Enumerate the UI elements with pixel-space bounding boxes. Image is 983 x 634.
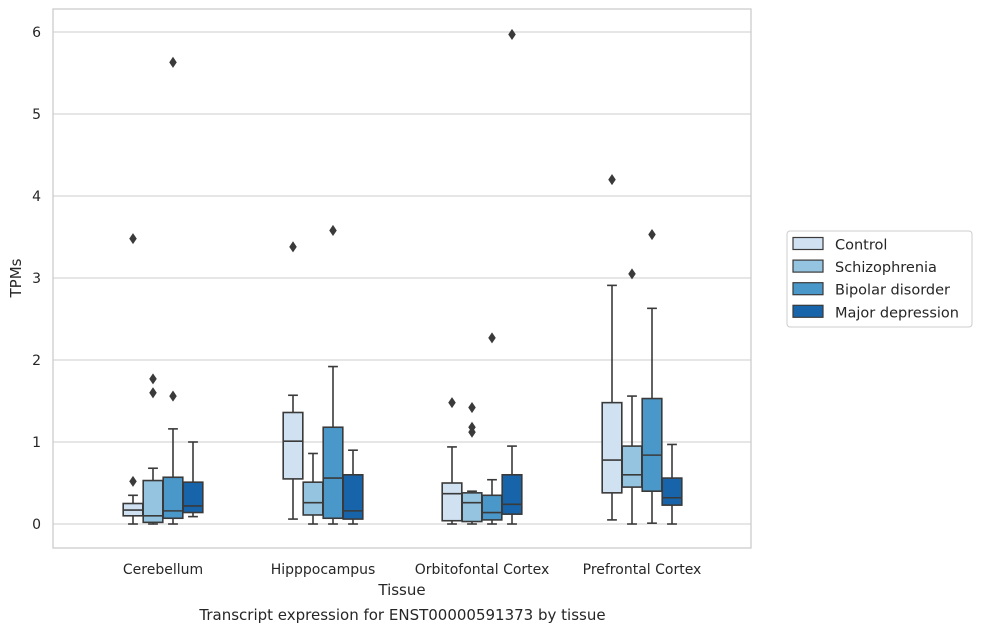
- legend-swatch: [792, 304, 824, 318]
- box-iqr: [501, 473, 523, 515]
- box-major-depression-2: [501, 28, 523, 525]
- y-tick-label: 6: [32, 25, 41, 41]
- box-bipolar-disorder-1: [322, 224, 344, 525]
- x-tick-label: Orbitofontal Cortex: [415, 562, 550, 578]
- legend-swatch: [792, 236, 824, 251]
- outlier-point: [648, 229, 656, 241]
- box-iqr: [461, 492, 483, 523]
- box-control-2: [441, 397, 463, 525]
- box-schizophrenia-3: [621, 268, 643, 525]
- x-tick-label: Hipppocampus: [271, 562, 376, 578]
- box-bipolar-disorder-0: [162, 56, 184, 525]
- outlier-point: [169, 390, 177, 402]
- box-iqr: [322, 426, 344, 520]
- y-tick-label: 3: [32, 271, 41, 287]
- x-tick-label: Cerebellum: [123, 562, 203, 578]
- box-iqr: [182, 481, 204, 514]
- legend-label: Bipolar disorder: [835, 283, 950, 299]
- box-iqr: [481, 494, 503, 521]
- box-iqr: [621, 445, 643, 488]
- box-schizophrenia-1: [302, 452, 324, 525]
- outlier-point: [448, 397, 456, 409]
- plot-frame: [52, 8, 752, 549]
- outlier-point: [488, 332, 496, 344]
- y-tick-label: 4: [32, 189, 41, 205]
- legend-label: Control: [835, 238, 887, 254]
- outlier-point: [289, 241, 297, 253]
- legend-frame: [786, 230, 973, 328]
- legend: Control Schizophrenia Bipolar disorder Majo…: [786, 230, 973, 328]
- gridlines: [53, 31, 751, 525]
- box-iqr: [162, 476, 184, 520]
- y-tick-label: 1: [32, 435, 41, 451]
- box-bipolar-disorder-3: [641, 229, 663, 524]
- x-tick-labels: Cerebellum Hipppocampus Orbitofontal Corte…: [123, 562, 701, 578]
- legend-swatch: [792, 282, 824, 296]
- box-iqr: [601, 401, 623, 494]
- box-control-0: [122, 233, 144, 525]
- figure-caption: Transcript expression for ENST0000059137…: [199, 606, 606, 624]
- box-major-depression-1: [342, 449, 364, 525]
- outlier-point: [149, 387, 157, 399]
- outlier-point: [149, 373, 157, 385]
- box-control-3: [601, 174, 623, 521]
- outlier-point: [628, 268, 636, 280]
- box-major-depression-0: [182, 441, 204, 518]
- box-iqr: [302, 481, 324, 516]
- y-tick-label: 2: [32, 353, 41, 369]
- outlier-point: [169, 56, 177, 68]
- box-schizophrenia-0: [142, 373, 164, 525]
- boxes: [122, 28, 683, 525]
- x-tick-label: Prefrontal Cortex: [583, 562, 702, 578]
- box-iqr: [282, 411, 304, 480]
- outlier-point: [329, 224, 337, 236]
- box-iqr: [441, 482, 463, 522]
- outlier-point: [508, 28, 516, 40]
- box-control-1: [282, 241, 304, 520]
- box-schizophrenia-2: [461, 402, 483, 525]
- y-tick-label: 0: [32, 517, 41, 533]
- legend-label: Major depression: [835, 305, 959, 321]
- box-iqr: [342, 473, 364, 520]
- box-iqr: [661, 477, 683, 506]
- legend-swatch: [792, 259, 824, 273]
- box-bipolar-disorder-2: [481, 332, 503, 525]
- outlier-point: [129, 233, 137, 245]
- box-major-depression-3: [661, 443, 683, 525]
- outlier-point: [468, 402, 476, 414]
- outlier-point: [468, 421, 476, 433]
- y-tick-labels: 0 1 2 3 4 5 6: [32, 25, 41, 533]
- y-tick-label: 5: [32, 107, 41, 123]
- box-iqr: [641, 397, 663, 493]
- outlier-point: [608, 174, 616, 186]
- x-axis-label: Tissue: [377, 581, 425, 599]
- legend-label: Schizophrenia: [835, 260, 937, 276]
- outlier-point: [129, 475, 137, 487]
- y-axis-label: TPMs: [7, 258, 25, 298]
